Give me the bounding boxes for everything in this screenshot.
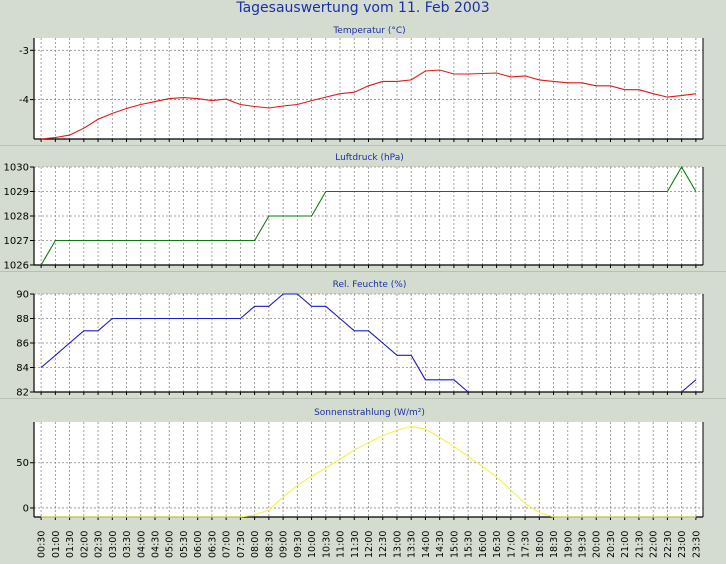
x-tick-label: 17:00 [506, 531, 517, 558]
x-tick-label: 19:00 [563, 531, 574, 558]
x-tick-label: 14:00 [421, 531, 432, 558]
x-tick-label: 03:30 [122, 531, 133, 558]
y-tick-label: 1030 [4, 163, 29, 174]
x-tick-label: 04:30 [150, 531, 161, 558]
x-tick-label: 23:30 [691, 531, 702, 558]
chart-panel: 1026 1027 1028 1029 1030 Luftdruck (hPa) [4, 153, 704, 272]
x-tick-label: 19:30 [578, 531, 589, 558]
x-tick-label: 13:00 [392, 531, 403, 558]
x-tick-label: 16:30 [492, 531, 503, 558]
x-tick-label: 06:00 [193, 531, 204, 558]
x-tick-label: 05:30 [179, 531, 190, 558]
y-tick-label: -4 [19, 95, 29, 106]
series-line [41, 69, 696, 140]
x-tick-label: 05:00 [165, 531, 176, 558]
x-tick-label: 09:00 [279, 531, 290, 558]
y-tick-label: 82 [16, 388, 29, 399]
series-line [41, 425, 696, 518]
chart-title: Rel. Feuchte (%) [333, 280, 407, 290]
panel-divider [0, 398, 726, 399]
x-tick-label: 23:00 [677, 531, 688, 558]
x-tick-label: 21:30 [634, 531, 645, 558]
x-tick-label: 11:00 [336, 531, 347, 558]
y-tick-label: 1026 [4, 261, 29, 272]
chart-panel: 82 84 86 88 90 Rel. Feuchte (%) [16, 280, 704, 399]
page-title: Tagesauswertung vom 11. Feb 2003 [236, 0, 490, 16]
x-tick-label: 13:30 [407, 531, 418, 558]
x-tick-label: 21:00 [620, 531, 631, 558]
series-line [40, 293, 469, 393]
chart-panel: 0 50 Sonnenstrahlung (W/m²) [16, 408, 704, 520]
x-tick-label: 15:00 [449, 531, 460, 558]
x-tick-label: 18:30 [549, 531, 560, 558]
y-tick-label: 1027 [4, 236, 29, 247]
y-tick-label: 90 [16, 290, 29, 301]
x-tick-label: 00:30 [37, 531, 48, 558]
chart-panel: -4 -3 Temperatur (°C) [19, 26, 704, 142]
x-tick-label: 10:30 [321, 531, 332, 558]
y-tick-label: 0 [23, 503, 29, 514]
x-tick-label: 08:00 [250, 531, 261, 558]
chart-title: Luftdruck (hPa) [335, 153, 404, 163]
x-tick-label: 09:30 [293, 531, 304, 558]
x-tick-label: 17:30 [521, 531, 532, 558]
x-tick-label: 11:30 [350, 531, 361, 558]
y-tick-label: 86 [16, 339, 29, 350]
y-tick-label: 50 [16, 458, 29, 469]
series-line [40, 165, 697, 266]
x-tick-label: 18:00 [535, 531, 546, 558]
x-tick-label: 22:00 [649, 531, 660, 558]
x-tick-label: 07:00 [222, 531, 233, 558]
x-tick-label: 08:30 [264, 531, 275, 558]
chart-title: Sonnenstrahlung (W/m²) [314, 408, 425, 418]
series-line [681, 379, 697, 393]
x-tick-label: 15:30 [464, 531, 475, 558]
x-tick-label: 02:30 [94, 531, 105, 558]
y-tick-label: 1029 [4, 187, 29, 198]
plot-area [34, 422, 703, 517]
panel-divider [0, 145, 726, 146]
x-tick-label: 04:00 [136, 531, 147, 558]
x-tick-label: 06:30 [207, 531, 218, 558]
y-tick-label: 1028 [4, 212, 29, 223]
x-tick-label: 20:30 [606, 531, 617, 558]
x-tick-label: 14:30 [435, 531, 446, 558]
x-tick-label: 01:00 [51, 531, 62, 558]
x-tick-label: 01:30 [65, 531, 76, 558]
x-tick-label: 02:00 [79, 531, 90, 558]
chart-title: Temperatur (°C) [332, 26, 405, 36]
y-tick-label: 84 [16, 363, 29, 374]
y-tick-label: -3 [19, 46, 29, 57]
x-tick-label: 12:30 [378, 531, 389, 558]
x-tick-label: 10:00 [307, 531, 318, 558]
y-tick-label: 88 [16, 314, 29, 325]
x-tick-label: 20:00 [592, 531, 603, 558]
x-tick-label: 12:00 [364, 531, 375, 558]
x-tick-label: 22:30 [663, 531, 674, 558]
x-tick-label: 03:00 [108, 531, 119, 558]
panel-divider [0, 271, 726, 272]
x-tick-label: 07:30 [236, 531, 247, 558]
x-tick-label: 16:00 [478, 531, 489, 558]
